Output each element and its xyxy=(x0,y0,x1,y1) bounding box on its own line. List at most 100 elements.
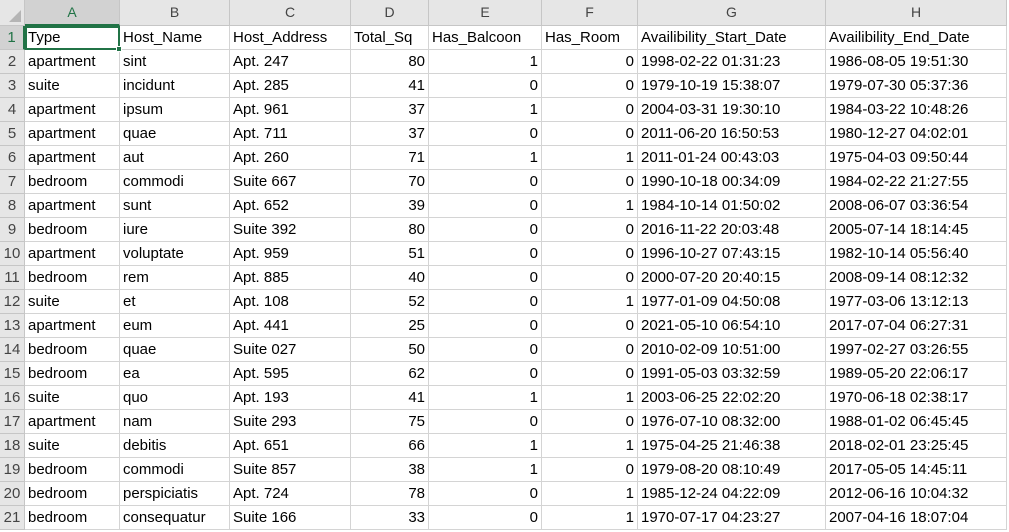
row-header[interactable]: 5 xyxy=(0,122,25,146)
table-cell[interactable]: 1982-10-14 05:56:40 xyxy=(826,242,1007,266)
table-cell[interactable]: 0 xyxy=(542,218,638,242)
header-cell[interactable]: Type xyxy=(25,26,120,50)
table-cell[interactable]: 2007-04-16 18:07:04 xyxy=(826,506,1007,530)
table-cell[interactable]: 40 xyxy=(351,266,429,290)
table-cell[interactable]: 1996-10-27 07:43:15 xyxy=(638,242,826,266)
row-header[interactable]: 19 xyxy=(0,458,25,482)
header-cell[interactable]: Host_Address xyxy=(230,26,351,50)
table-cell[interactable]: 0 xyxy=(429,362,542,386)
table-cell[interactable]: Suite 293 xyxy=(230,410,351,434)
table-cell[interactable]: 1975-04-03 09:50:44 xyxy=(826,146,1007,170)
table-cell[interactable]: 1 xyxy=(542,482,638,506)
table-cell[interactable]: sunt xyxy=(120,194,230,218)
table-cell[interactable]: voluptate xyxy=(120,242,230,266)
table-cell[interactable]: consequatur xyxy=(120,506,230,530)
table-cell[interactable]: apartment xyxy=(25,242,120,266)
table-cell[interactable]: 1 xyxy=(429,386,542,410)
table-cell[interactable]: 75 xyxy=(351,410,429,434)
table-cell[interactable]: 1985-12-24 04:22:09 xyxy=(638,482,826,506)
table-cell[interactable]: 33 xyxy=(351,506,429,530)
column-header-g[interactable]: G xyxy=(638,0,826,26)
table-cell[interactable]: 1977-03-06 13:12:13 xyxy=(826,290,1007,314)
table-cell[interactable]: Apt. 885 xyxy=(230,266,351,290)
table-cell[interactable]: 0 xyxy=(542,170,638,194)
table-cell[interactable]: 0 xyxy=(542,122,638,146)
table-cell[interactable]: apartment xyxy=(25,98,120,122)
table-cell[interactable]: 2005-07-14 18:14:45 xyxy=(826,218,1007,242)
table-cell[interactable]: 2016-11-22 20:03:48 xyxy=(638,218,826,242)
table-cell[interactable]: 1 xyxy=(542,194,638,218)
table-cell[interactable]: apartment xyxy=(25,314,120,338)
table-cell[interactable]: 1990-10-18 00:34:09 xyxy=(638,170,826,194)
row-header[interactable]: 12 xyxy=(0,290,25,314)
table-cell[interactable]: commodi xyxy=(120,170,230,194)
row-header[interactable]: 17 xyxy=(0,410,25,434)
header-cell[interactable]: Host_Name xyxy=(120,26,230,50)
table-cell[interactable]: 2008-09-14 08:12:32 xyxy=(826,266,1007,290)
table-cell[interactable]: 2003-06-25 22:02:20 xyxy=(638,386,826,410)
table-cell[interactable]: Apt. 959 xyxy=(230,242,351,266)
table-cell[interactable]: Apt. 595 xyxy=(230,362,351,386)
table-cell[interactable]: Apt. 961 xyxy=(230,98,351,122)
row-header[interactable]: 4 xyxy=(0,98,25,122)
table-cell[interactable]: Apt. 260 xyxy=(230,146,351,170)
table-cell[interactable]: 2018-02-01 23:25:45 xyxy=(826,434,1007,458)
column-header-b[interactable]: B xyxy=(120,0,230,26)
table-cell[interactable]: 1984-03-22 10:48:26 xyxy=(826,98,1007,122)
table-cell[interactable]: apartment xyxy=(25,410,120,434)
row-header[interactable]: 2 xyxy=(0,50,25,74)
table-cell[interactable]: Apt. 651 xyxy=(230,434,351,458)
table-cell[interactable]: sint xyxy=(120,50,230,74)
table-cell[interactable]: apartment xyxy=(25,122,120,146)
table-cell[interactable]: 0 xyxy=(429,74,542,98)
table-cell[interactable]: 1998-02-22 01:31:23 xyxy=(638,50,826,74)
row-header[interactable]: 10 xyxy=(0,242,25,266)
table-cell[interactable]: nam xyxy=(120,410,230,434)
table-cell[interactable]: 0 xyxy=(429,506,542,530)
table-cell[interactable]: 1 xyxy=(429,434,542,458)
table-cell[interactable]: rem xyxy=(120,266,230,290)
row-header[interactable]: 3 xyxy=(0,74,25,98)
column-header-d[interactable]: D xyxy=(351,0,429,26)
row-header[interactable]: 16 xyxy=(0,386,25,410)
table-cell[interactable]: 1 xyxy=(429,98,542,122)
table-cell[interactable]: 2017-07-04 06:27:31 xyxy=(826,314,1007,338)
table-cell[interactable]: 1989-05-20 22:06:17 xyxy=(826,362,1007,386)
table-cell[interactable]: Apt. 441 xyxy=(230,314,351,338)
table-cell[interactable]: 1 xyxy=(429,458,542,482)
table-cell[interactable]: 1988-01-02 06:45:45 xyxy=(826,410,1007,434)
table-cell[interactable]: Apt. 108 xyxy=(230,290,351,314)
table-cell[interactable]: 50 xyxy=(351,338,429,362)
table-cell[interactable]: 39 xyxy=(351,194,429,218)
table-cell[interactable]: Apt. 285 xyxy=(230,74,351,98)
table-cell[interactable]: 80 xyxy=(351,218,429,242)
column-header-c[interactable]: C xyxy=(230,0,351,26)
table-cell[interactable]: 1984-10-14 01:50:02 xyxy=(638,194,826,218)
table-cell[interactable]: 0 xyxy=(429,266,542,290)
table-cell[interactable]: 2021-05-10 06:54:10 xyxy=(638,314,826,338)
table-cell[interactable]: ipsum xyxy=(120,98,230,122)
table-cell[interactable]: 37 xyxy=(351,98,429,122)
table-cell[interactable]: 1986-08-05 19:51:30 xyxy=(826,50,1007,74)
table-cell[interactable]: Suite 392 xyxy=(230,218,351,242)
table-cell[interactable]: 2008-06-07 03:36:54 xyxy=(826,194,1007,218)
table-cell[interactable]: Suite 667 xyxy=(230,170,351,194)
table-cell[interactable]: 2017-05-05 14:45:11 xyxy=(826,458,1007,482)
table-cell[interactable]: 1 xyxy=(542,506,638,530)
table-cell[interactable]: 1979-08-20 08:10:49 xyxy=(638,458,826,482)
table-cell[interactable]: Apt. 724 xyxy=(230,482,351,506)
table-cell[interactable]: bedroom xyxy=(25,218,120,242)
table-cell[interactable]: 0 xyxy=(429,410,542,434)
table-cell[interactable]: 0 xyxy=(429,338,542,362)
table-cell[interactable]: 0 xyxy=(542,50,638,74)
table-cell[interactable]: bedroom xyxy=(25,266,120,290)
table-cell[interactable]: 78 xyxy=(351,482,429,506)
row-header[interactable]: 7 xyxy=(0,170,25,194)
table-cell[interactable]: 0 xyxy=(429,170,542,194)
table-cell[interactable]: apartment xyxy=(25,50,120,74)
table-cell[interactable]: 1970-06-18 02:38:17 xyxy=(826,386,1007,410)
row-header[interactable]: 13 xyxy=(0,314,25,338)
header-cell[interactable]: Availibility_Start_Date xyxy=(638,26,826,50)
table-cell[interactable]: 37 xyxy=(351,122,429,146)
row-header[interactable]: 1 xyxy=(0,26,25,50)
